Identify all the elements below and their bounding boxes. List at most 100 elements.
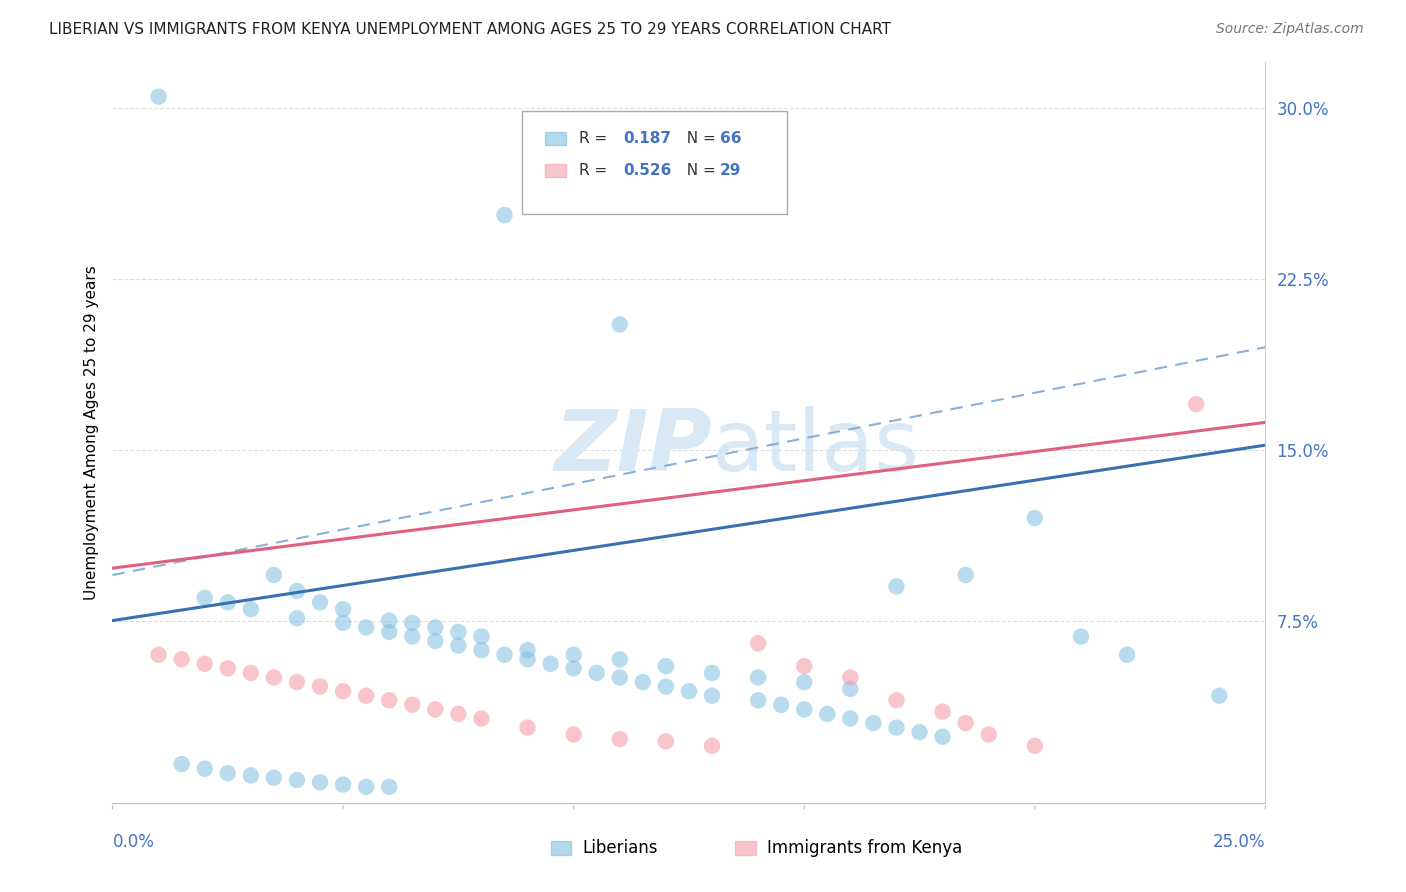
Point [747,671,769,685]
Point [354,689,377,703]
Point [700,665,723,680]
Point [955,568,977,582]
Point [239,665,262,680]
Point [239,602,262,616]
Point [494,208,516,222]
Point [793,702,815,716]
Point [931,730,953,744]
Text: Source: ZipAtlas.com: Source: ZipAtlas.com [1216,22,1364,37]
Text: 0.187: 0.187 [623,131,671,146]
Point [562,661,585,675]
Point [839,712,862,726]
Y-axis label: Unemployment Among Ages 25 to 29 years: Unemployment Among Ages 25 to 29 years [83,265,98,600]
Point [1116,648,1139,662]
Point [378,614,401,628]
FancyBboxPatch shape [551,841,571,855]
Point [332,615,354,630]
Point [285,611,308,625]
Point [886,693,908,707]
Point [285,772,308,787]
Point [1070,630,1092,644]
Point [217,661,239,675]
Point [1185,397,1208,411]
Text: 25.0%: 25.0% [1213,833,1265,851]
Text: 0.0%: 0.0% [112,833,155,851]
Text: LIBERIAN VS IMMIGRANTS FROM KENYA UNEMPLOYMENT AMONG AGES 25 TO 29 YEARS CORRELA: LIBERIAN VS IMMIGRANTS FROM KENYA UNEMPL… [49,22,891,37]
Point [239,768,262,782]
Point [562,648,585,662]
Point [378,780,401,794]
Point [655,680,678,694]
Point [425,702,447,716]
Point [309,775,332,789]
Point [609,731,631,746]
Point [447,706,470,721]
Point [217,766,239,780]
Point [1024,739,1046,753]
Point [285,583,308,598]
Text: R =: R = [579,163,613,178]
Text: 29: 29 [720,163,741,178]
Point [631,675,654,690]
Point [516,721,538,735]
Point [263,671,285,685]
Point [332,602,354,616]
Text: N =: N = [678,131,721,146]
Point [425,634,447,648]
FancyBboxPatch shape [522,111,787,214]
Point [839,681,862,696]
Point [862,716,884,731]
Point [354,780,377,794]
Point [655,734,678,748]
Point [793,659,815,673]
Point [1024,511,1046,525]
Point [309,595,332,609]
Point [908,725,931,739]
Point [886,721,908,735]
Point [931,705,953,719]
Point [609,671,631,685]
Point [170,757,193,772]
Point [470,643,492,657]
Point [285,675,308,690]
Point [700,689,723,703]
Point [332,778,354,792]
Point [148,648,170,662]
Point [354,620,377,634]
Point [263,771,285,785]
Point [332,684,354,698]
Point [747,636,769,650]
Point [516,652,538,666]
Point [470,630,492,644]
FancyBboxPatch shape [546,132,565,145]
Point [609,652,631,666]
Point [839,671,862,685]
Point [378,693,401,707]
Point [747,693,769,707]
Point [170,652,193,666]
Point [447,624,470,639]
Point [263,568,285,582]
Point [470,712,492,726]
Point [309,680,332,694]
Point [516,643,538,657]
Point [194,591,217,605]
Point [425,620,447,634]
Point [955,716,977,731]
Point [401,630,423,644]
Text: atlas: atlas [711,406,920,489]
Point [401,698,423,712]
Text: 66: 66 [720,131,741,146]
Point [655,659,678,673]
Point [194,657,217,671]
Point [148,89,170,103]
Point [770,698,793,712]
Text: Immigrants from Kenya: Immigrants from Kenya [768,839,963,857]
Text: ZIP: ZIP [554,406,711,489]
FancyBboxPatch shape [546,164,565,178]
Point [793,675,815,690]
Text: N =: N = [678,163,721,178]
Text: 0.526: 0.526 [623,163,672,178]
Point [886,579,908,593]
Point [194,762,217,776]
